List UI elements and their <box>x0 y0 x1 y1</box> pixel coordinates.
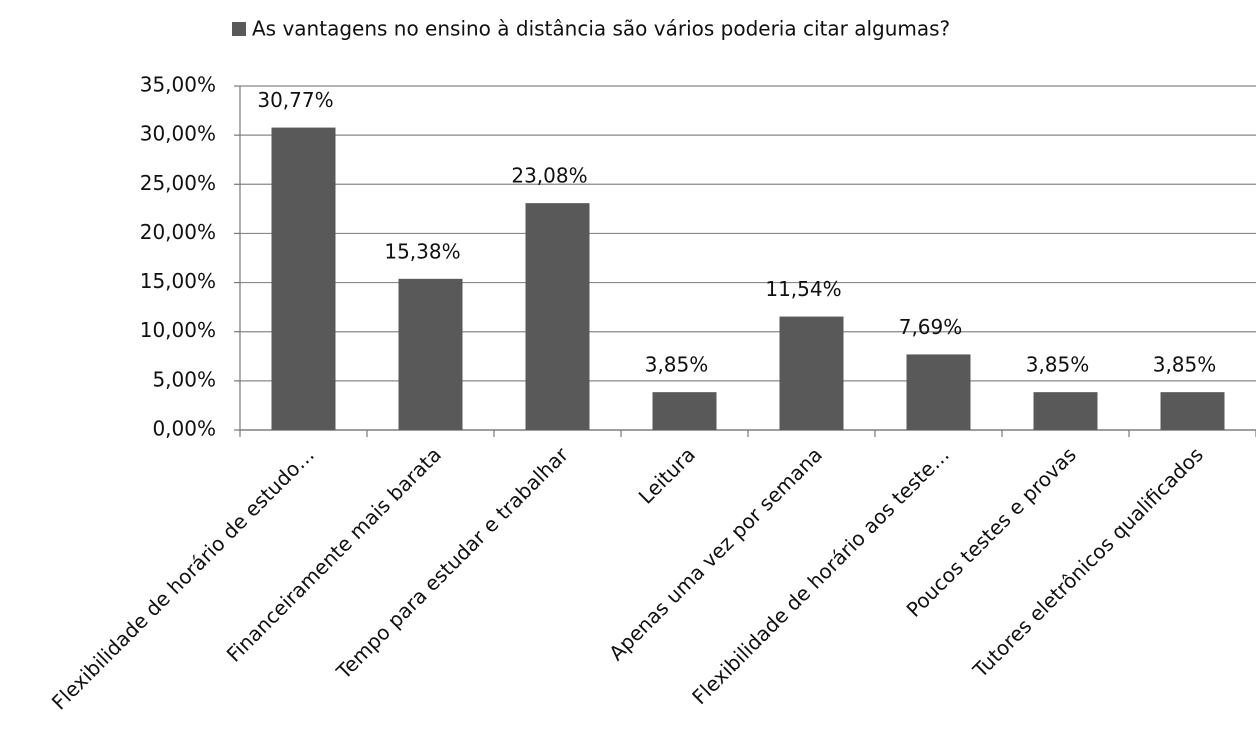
bar <box>398 278 463 430</box>
value-label: 15,38% <box>384 239 460 263</box>
x-tick-label: Tempo para estudar e trabalhar <box>331 442 573 684</box>
value-label: 3,85% <box>1026 353 1090 377</box>
value-label: 11,54% <box>765 277 841 301</box>
x-tick-label: Apenas uma vez por semana <box>604 442 827 665</box>
bar <box>652 392 717 430</box>
x-tick-label: Tutores eletrônicos qualificados <box>967 442 1207 682</box>
y-tick-label: 15,00% <box>140 269 216 293</box>
value-label: 7,69% <box>899 315 963 339</box>
x-tick-label: Financeiramente mais barata <box>222 442 446 666</box>
x-tick-label: Flexibilidade de horário aos teste… <box>687 442 954 709</box>
value-label: 3,85% <box>1153 353 1217 377</box>
y-tick-label: 5,00% <box>152 367 216 391</box>
bar <box>779 316 844 430</box>
value-label: 3,85% <box>645 353 709 377</box>
value-label: 23,08% <box>511 164 587 188</box>
bar <box>1033 392 1098 430</box>
x-tick-label: Leitura <box>634 442 700 508</box>
y-tick-label: 25,00% <box>140 171 216 195</box>
y-tick-label: 20,00% <box>140 220 216 244</box>
y-tick-label: 35,00% <box>140 73 216 97</box>
y-tick-label: 0,00% <box>152 417 216 441</box>
legend-swatch <box>232 22 246 36</box>
bar <box>271 127 336 430</box>
x-tick-label: Flexibilidade de horário de estudo… <box>47 442 319 714</box>
bar <box>525 203 590 430</box>
value-label: 30,77% <box>257 88 333 112</box>
bar <box>1160 392 1225 430</box>
legend-label: As vantagens no ensino à distância são v… <box>252 17 950 41</box>
y-tick-label: 30,00% <box>140 122 216 146</box>
bar <box>906 354 971 430</box>
y-tick-label: 10,00% <box>140 318 216 342</box>
